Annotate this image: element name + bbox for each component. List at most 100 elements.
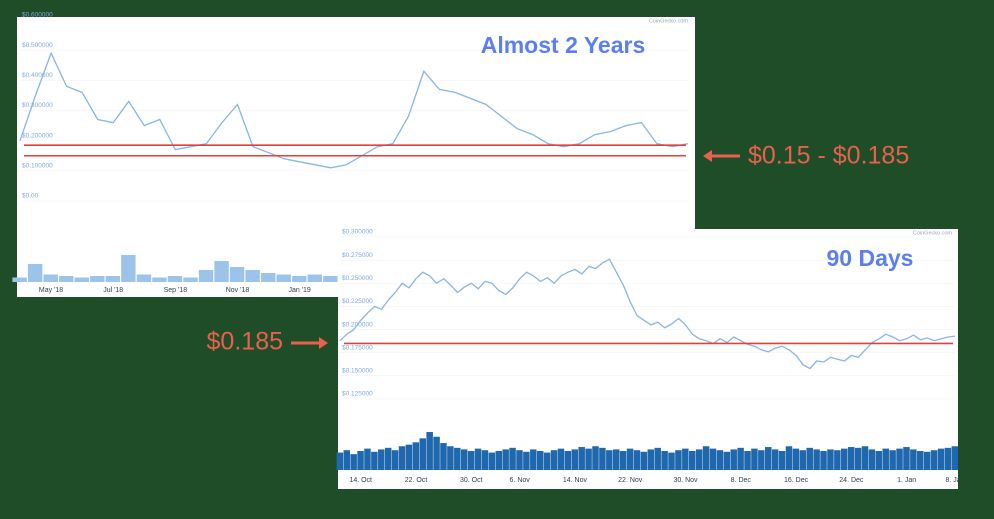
x-tick-label: 6. Nov: [510, 477, 531, 484]
volume-bar: [875, 451, 883, 470]
volume-bar: [378, 449, 385, 470]
volume-bar: [861, 446, 869, 470]
volume-bar: [889, 450, 896, 470]
x-tick-label: Nov '18: [226, 287, 250, 294]
volume-bar: [260, 273, 276, 282]
annotation-arrowhead: [703, 150, 712, 162]
volume-bar: [647, 449, 655, 470]
volume-bar: [27, 264, 43, 282]
volume-bar: [433, 436, 440, 470]
volume-bar: [454, 447, 461, 470]
volume-bar: [516, 450, 523, 470]
volume-bar: [944, 447, 952, 470]
x-tick-label: 8. Jan: [945, 477, 964, 484]
volume-bar: [198, 270, 214, 282]
volume-bar: [121, 255, 136, 282]
volume-bar: [543, 452, 551, 470]
x-tick-label: 14. Nov: [563, 477, 588, 484]
volume-bar: [350, 454, 357, 470]
y-tick-label: $0.150000: [342, 368, 373, 375]
annotation: $0.15 - $0.185: [748, 142, 909, 170]
y-tick-label: $0.00: [22, 193, 39, 200]
volume-bar: [813, 449, 820, 470]
volume-bar: [709, 448, 717, 470]
volume-bar: [214, 261, 229, 282]
volume-bar: [923, 451, 931, 470]
volume-bar: [405, 444, 413, 470]
volume-bar: [827, 449, 834, 470]
volume-bar: [640, 451, 648, 470]
volume-bar: [571, 449, 579, 470]
volume-bar: [854, 447, 862, 470]
volume-bar: [43, 274, 58, 282]
volume-bar: [229, 267, 245, 282]
volume-bar: [391, 450, 399, 470]
y-tick-label: $0.500000: [22, 42, 53, 49]
volume-bar: [820, 451, 827, 470]
volume-bar: [419, 438, 426, 470]
volume-bar: [495, 451, 503, 470]
volume-bar: [357, 451, 364, 470]
y-tick-label: $0.250000: [342, 275, 373, 282]
y-tick-label: $0.175000: [342, 344, 373, 351]
volume-bar: [460, 449, 468, 470]
volume-bar: [792, 448, 800, 470]
x-tick-label: Sep '18: [164, 287, 188, 294]
volume-bar: [245, 270, 260, 282]
volume-bar: [307, 274, 322, 282]
source-label: CoinGecko.com: [913, 230, 953, 236]
volume-bar: [488, 452, 496, 470]
volume-bar: [688, 451, 696, 470]
volume-bar: [502, 449, 509, 470]
volume-bar: [592, 446, 599, 470]
y-tick-label: $0.225000: [342, 298, 373, 305]
volume-bar: [799, 450, 807, 470]
y-tick-label: $0.200000: [22, 132, 53, 139]
volume-bar: [626, 448, 634, 470]
volume-bar: [882, 448, 889, 470]
volume-bar: [612, 449, 620, 470]
volume-bar: [917, 451, 924, 470]
volume-bar: [834, 450, 841, 470]
volume-bar: [751, 448, 758, 470]
y-tick-label: $0.100000: [22, 163, 53, 170]
price-line: [19, 51, 689, 169]
volume-bar: [585, 448, 592, 470]
volume-bar: [530, 449, 537, 470]
volume-bar: [695, 449, 703, 470]
volume-bar: [619, 451, 627, 470]
volume-bar: [578, 447, 585, 470]
volume-bar: [930, 450, 938, 470]
volume-bar: [412, 442, 420, 470]
x-tick-label: 24. Dec: [839, 477, 864, 484]
volume-bar: [606, 450, 613, 470]
volume-bar: [785, 446, 793, 470]
volume-bar: [847, 447, 855, 470]
volume-bar: [371, 451, 378, 470]
volume-bar: [59, 276, 74, 282]
volume-bar: [550, 450, 558, 470]
volume-bar: [910, 449, 917, 470]
volume-bar: [841, 448, 848, 470]
volume-bar: [474, 448, 482, 470]
chart-title: Almost 2 Years: [481, 32, 646, 58]
volume-bar: [74, 277, 89, 282]
volume-bar: [509, 447, 516, 470]
source-label: CoinGecko.com: [649, 18, 689, 24]
volume-bar: [136, 274, 152, 282]
x-tick-label: 22. Oct: [405, 477, 428, 484]
annotation: $0.185: [207, 328, 283, 356]
x-tick-label: 16. Dec: [784, 477, 809, 484]
y-tick-label: $0.300000: [22, 102, 53, 109]
volume-bar: [951, 446, 959, 470]
annotation-arrowhead: [319, 337, 328, 349]
volume-bar: [599, 447, 606, 470]
volume-bar: [343, 450, 350, 470]
volume-bar: [183, 277, 198, 282]
volume-bar: [152, 277, 167, 282]
volume-bar: [744, 451, 751, 470]
volume-bar: [716, 450, 724, 470]
y-tick-label: $0.275000: [342, 252, 373, 259]
volume-bar: [398, 446, 406, 470]
x-tick-label: 1. Jan: [897, 477, 916, 484]
